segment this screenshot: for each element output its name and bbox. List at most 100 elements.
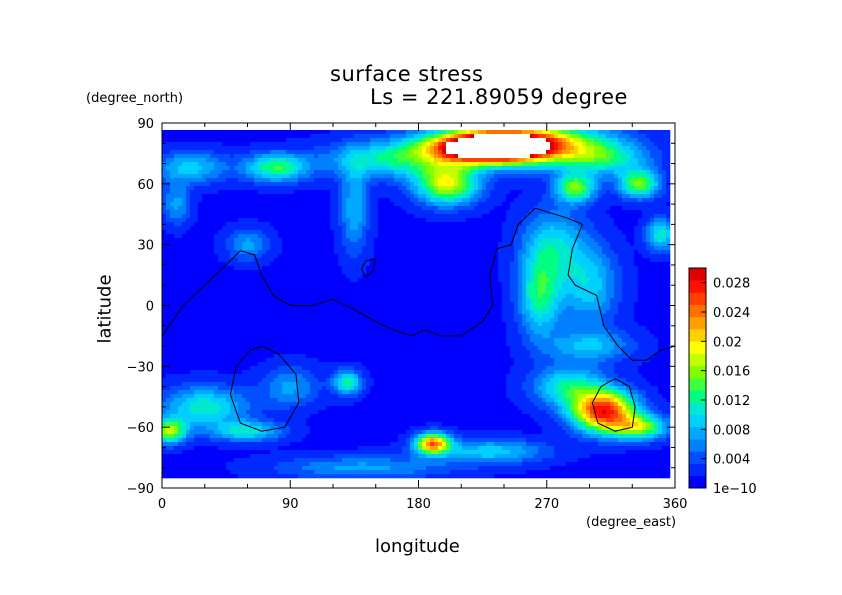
heatmap-cell — [442, 162, 447, 167]
heatmap-cell — [286, 262, 291, 267]
heatmap-cell — [318, 142, 323, 147]
heatmap-cell — [402, 202, 407, 207]
heatmap-cell — [658, 254, 663, 259]
heatmap-cell — [482, 266, 487, 271]
heatmap-cell — [470, 242, 475, 247]
heatmap-cell — [382, 210, 387, 215]
heatmap-cell — [658, 266, 663, 271]
heatmap-cell — [274, 278, 279, 283]
heatmap-cell — [274, 210, 279, 215]
heatmap-cell — [474, 266, 479, 271]
heatmap-cell — [390, 262, 395, 267]
heatmap-cell — [334, 254, 339, 259]
heatmap-cell — [646, 130, 651, 135]
heatmap-cell — [182, 250, 187, 255]
heatmap-cell — [242, 278, 247, 283]
heatmap-cell — [602, 202, 607, 207]
heatmap-cell — [426, 262, 431, 267]
heatmap-cell — [638, 234, 643, 239]
heatmap-cell — [254, 214, 259, 219]
heatmap-cell — [602, 246, 607, 251]
heatmap-cell — [618, 282, 623, 287]
heatmap-cell — [502, 138, 507, 143]
heatmap-cell — [474, 158, 479, 163]
heatmap-cell — [206, 210, 211, 215]
heatmap-cell — [474, 270, 479, 275]
heatmap-cell — [334, 222, 339, 227]
heatmap-cell — [190, 246, 195, 251]
heatmap-cell — [386, 270, 391, 275]
heatmap-cell — [562, 262, 567, 267]
heatmap-cell — [318, 194, 323, 199]
heatmap-cell — [518, 230, 523, 235]
heatmap-cell — [362, 226, 367, 231]
heatmap-cell — [290, 258, 295, 263]
heatmap-cell — [322, 222, 327, 227]
heatmap-cell — [398, 190, 403, 195]
heatmap-cell — [426, 166, 431, 171]
heatmap-cell — [434, 254, 439, 259]
heatmap-cell — [558, 210, 563, 215]
heatmap-cell — [546, 278, 551, 283]
heatmap-cell — [210, 270, 215, 275]
heatmap-cell — [610, 158, 615, 163]
heatmap-cell — [370, 266, 375, 271]
heatmap-cell — [442, 274, 447, 279]
heatmap-cell — [274, 162, 279, 167]
heatmap-cell — [666, 146, 671, 151]
heatmap-cell — [278, 234, 283, 239]
heatmap-cell — [350, 170, 355, 175]
heatmap-cell — [426, 238, 431, 243]
heatmap-cell — [486, 158, 491, 163]
heatmap-cell — [522, 130, 527, 135]
heatmap-cell — [242, 266, 247, 271]
heatmap-cell — [562, 258, 567, 263]
heatmap-cell — [298, 182, 303, 187]
heatmap-cell — [270, 162, 275, 167]
heatmap-cell — [318, 178, 323, 183]
heatmap-cell — [282, 246, 287, 251]
heatmap-cell — [202, 150, 207, 155]
heatmap-cell — [590, 162, 595, 167]
heatmap-cell — [602, 174, 607, 179]
heatmap-cell — [186, 214, 191, 219]
heatmap-cell — [478, 278, 483, 283]
heatmap-cell — [618, 194, 623, 199]
heatmap-cell — [554, 162, 559, 167]
heatmap-cell — [206, 190, 211, 195]
heatmap-cell — [294, 266, 299, 271]
heatmap-cell — [182, 222, 187, 227]
heatmap-cell — [614, 266, 619, 271]
heatmap-cell — [386, 154, 391, 159]
heatmap-cell — [298, 150, 303, 155]
heatmap-cell — [534, 238, 539, 243]
heatmap-cell — [638, 202, 643, 207]
heatmap-cell — [354, 270, 359, 275]
heatmap-cell — [630, 198, 635, 203]
heatmap-cell — [206, 258, 211, 263]
heatmap-cell — [550, 194, 555, 199]
heatmap-cell — [182, 158, 187, 163]
heatmap-cell — [210, 170, 215, 175]
heatmap-cell — [234, 134, 239, 139]
heatmap-cell — [594, 206, 599, 211]
heatmap-cell — [274, 150, 279, 155]
heatmap-cell — [462, 138, 467, 143]
heatmap-cell — [606, 166, 611, 171]
heatmap-cell — [390, 146, 395, 151]
heatmap-cell — [258, 154, 263, 159]
heatmap-cell — [402, 138, 407, 143]
heatmap-cell — [498, 142, 503, 147]
heatmap-cell — [270, 198, 275, 203]
heatmap-cell — [314, 154, 319, 159]
heatmap-cell — [502, 206, 507, 211]
heatmap-cell — [634, 282, 639, 287]
heatmap-cell — [182, 242, 187, 247]
heatmap-cell — [238, 178, 243, 183]
heatmap-cell — [574, 258, 579, 263]
heatmap-cell — [334, 258, 339, 263]
heatmap-cell — [258, 242, 263, 247]
heatmap-cell — [638, 254, 643, 259]
heatmap-cell — [290, 242, 295, 247]
heatmap-cell — [370, 278, 375, 283]
